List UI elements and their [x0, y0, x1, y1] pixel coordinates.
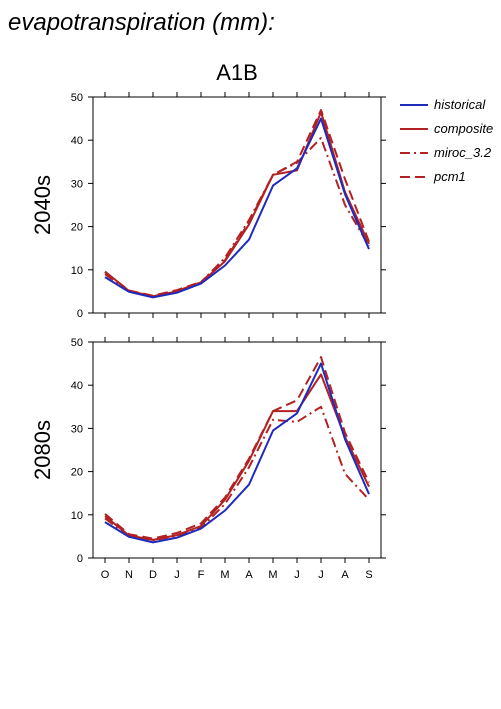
plot-frame [92, 341, 382, 559]
legend-label: miroc_3.2 [434, 145, 492, 160]
x-tick-label: A [245, 569, 253, 581]
row-label: 2080s [30, 420, 55, 480]
row-label: 2040s [30, 175, 55, 235]
x-tick-label: D [149, 569, 157, 581]
x-tick-label: F [198, 569, 205, 581]
legend: historical composite miroc_3.2 pcm1 [400, 97, 493, 184]
y-tick-label: 40 [71, 380, 83, 392]
y-tick-label: 20 [71, 467, 83, 479]
legend-label: pcm1 [433, 169, 466, 184]
x-tick-label: S [365, 569, 372, 581]
series-line-miroc-3-2 [104, 137, 370, 298]
series-line-pcm1 [104, 109, 370, 297]
x-tick-label: A [341, 569, 349, 581]
y-tick-label: 0 [77, 553, 83, 565]
x-tick-label: M [268, 569, 277, 581]
y-tick-label: 20 [71, 222, 83, 234]
x-tick-label: J [294, 569, 300, 581]
chart-title: evapotranspiration (mm): [8, 9, 275, 36]
y-tick-label: 50 [71, 337, 83, 349]
legend-label: composite [434, 121, 493, 136]
legend-item: composite [400, 121, 493, 136]
series-line-miroc-3-2 [104, 405, 370, 542]
legend-label: historical [434, 97, 486, 112]
y-tick-label: 10 [71, 265, 83, 277]
x-tick-label: J [318, 569, 324, 581]
panel-2040s: 0 10 20 30 40 50 2040s [30, 92, 386, 320]
x-tick-label: J [174, 569, 180, 581]
y-tick-label: 10 [71, 510, 83, 522]
y-tick-label: 50 [71, 92, 83, 104]
plot-frame [92, 96, 382, 314]
panel-2080s: 0 10 20 30 40 50 O N D J F M A M J J A S 2080s [30, 337, 386, 581]
series-line-historical [104, 362, 370, 544]
panels: 0 10 20 30 40 50 2040s 0 10 20 30 40 50 O N D J F M A M J J A S 2… [30, 92, 386, 581]
x-tick-label: O [101, 569, 110, 581]
y-tick-label: 40 [71, 135, 83, 147]
scenario-title: A1B [216, 60, 258, 85]
series-line-historical [104, 117, 370, 299]
y-tick-label: 0 [77, 308, 83, 320]
series-line-composite [104, 111, 370, 298]
legend-item: historical [400, 97, 486, 112]
y-tick-label: 30 [71, 423, 83, 435]
legend-item: miroc_3.2 [400, 145, 492, 160]
series-line-pcm1 [104, 356, 370, 540]
series-line-composite [104, 373, 370, 541]
legend-item: pcm1 [400, 169, 466, 184]
x-tick-label: M [220, 569, 229, 581]
y-tick-label: 30 [71, 178, 83, 190]
x-tick-label: N [125, 569, 133, 581]
